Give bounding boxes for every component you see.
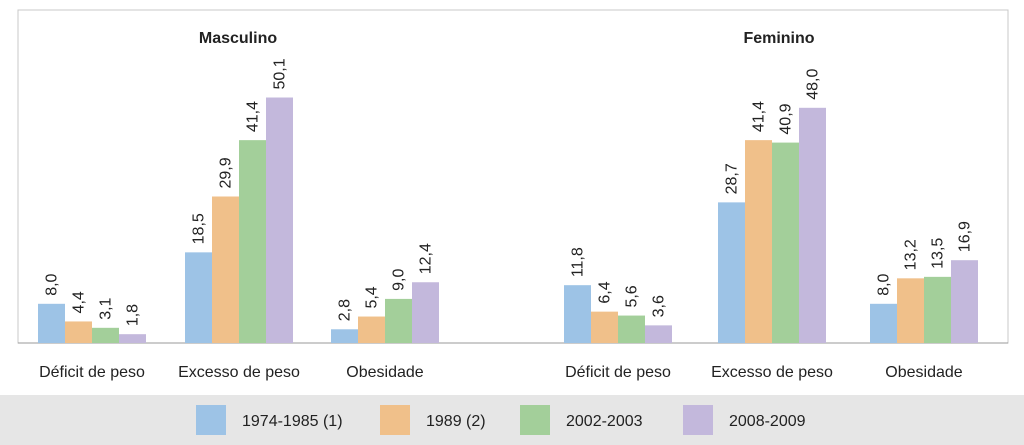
- value-label: 8,0: [44, 273, 61, 295]
- bar: [718, 202, 745, 343]
- legend-swatch: [520, 405, 550, 435]
- value-label: 28,7: [724, 163, 741, 194]
- x-tick-label: Obesidade: [346, 364, 423, 381]
- value-label: 4,4: [71, 291, 88, 313]
- bar: [212, 196, 239, 343]
- bar: [618, 315, 645, 343]
- bar: [951, 260, 978, 343]
- x-tick-label: Excesso de peso: [178, 364, 300, 381]
- bar: [185, 252, 212, 343]
- bar: [645, 325, 672, 343]
- bar: [65, 321, 92, 343]
- panel-title: Masculino: [199, 30, 277, 47]
- value-label: 41,4: [245, 101, 262, 132]
- value-label: 50,1: [272, 58, 289, 89]
- bar: [239, 140, 266, 343]
- value-label: 1,8: [125, 304, 142, 326]
- value-label: 5,6: [624, 285, 641, 307]
- bar: [358, 316, 385, 343]
- bar: [897, 278, 924, 343]
- legend-label: 2002-2003: [566, 413, 643, 430]
- value-label: 48,0: [805, 69, 822, 100]
- plot-frame: [17, 9, 1009, 344]
- value-label: 9,0: [391, 269, 408, 291]
- legend-band: [0, 395, 1024, 445]
- bar: [92, 327, 119, 343]
- value-label: 16,9: [957, 221, 974, 252]
- value-label: 8,0: [876, 273, 893, 295]
- bar: [385, 298, 412, 343]
- bar: [266, 97, 293, 343]
- bar: [119, 334, 146, 343]
- legend-swatch: [380, 405, 410, 435]
- panel-title: Feminino: [743, 30, 814, 47]
- value-label: 11,8: [570, 247, 587, 277]
- value-label: 29,9: [218, 157, 235, 188]
- value-label: 3,1: [98, 297, 115, 319]
- x-tick-label: Déficit de peso: [565, 364, 671, 381]
- legend-swatch: [196, 405, 226, 435]
- value-label: 13,5: [930, 238, 947, 269]
- bar: [38, 303, 65, 343]
- bar: [745, 140, 772, 343]
- value-label: 41,4: [751, 101, 768, 132]
- x-tick-label: Excesso de peso: [711, 364, 833, 381]
- x-tick-label: Déficit de peso: [39, 364, 145, 381]
- x-tick-label: Obesidade: [885, 364, 962, 381]
- bar: [591, 311, 618, 343]
- value-label: 18,5: [191, 213, 208, 244]
- bar: [412, 282, 439, 343]
- bar: [564, 285, 591, 343]
- value-label: 2,8: [337, 299, 354, 321]
- value-label: 3,6: [651, 295, 668, 317]
- value-label: 13,2: [903, 239, 920, 270]
- bar: [331, 329, 358, 343]
- legend-label: 1974-1985 (1): [242, 413, 343, 430]
- bar: [772, 142, 799, 343]
- legend-label: 2008-2009: [729, 413, 806, 430]
- bar: [870, 303, 897, 343]
- legend-swatch: [683, 405, 713, 435]
- legend-label: 1989 (2): [426, 413, 486, 430]
- value-label: 6,4: [597, 281, 614, 303]
- bar: [799, 107, 826, 343]
- bar: [924, 276, 951, 343]
- value-label: 5,4: [364, 286, 381, 308]
- value-label: 12,4: [418, 243, 435, 274]
- value-label: 40,9: [778, 103, 795, 134]
